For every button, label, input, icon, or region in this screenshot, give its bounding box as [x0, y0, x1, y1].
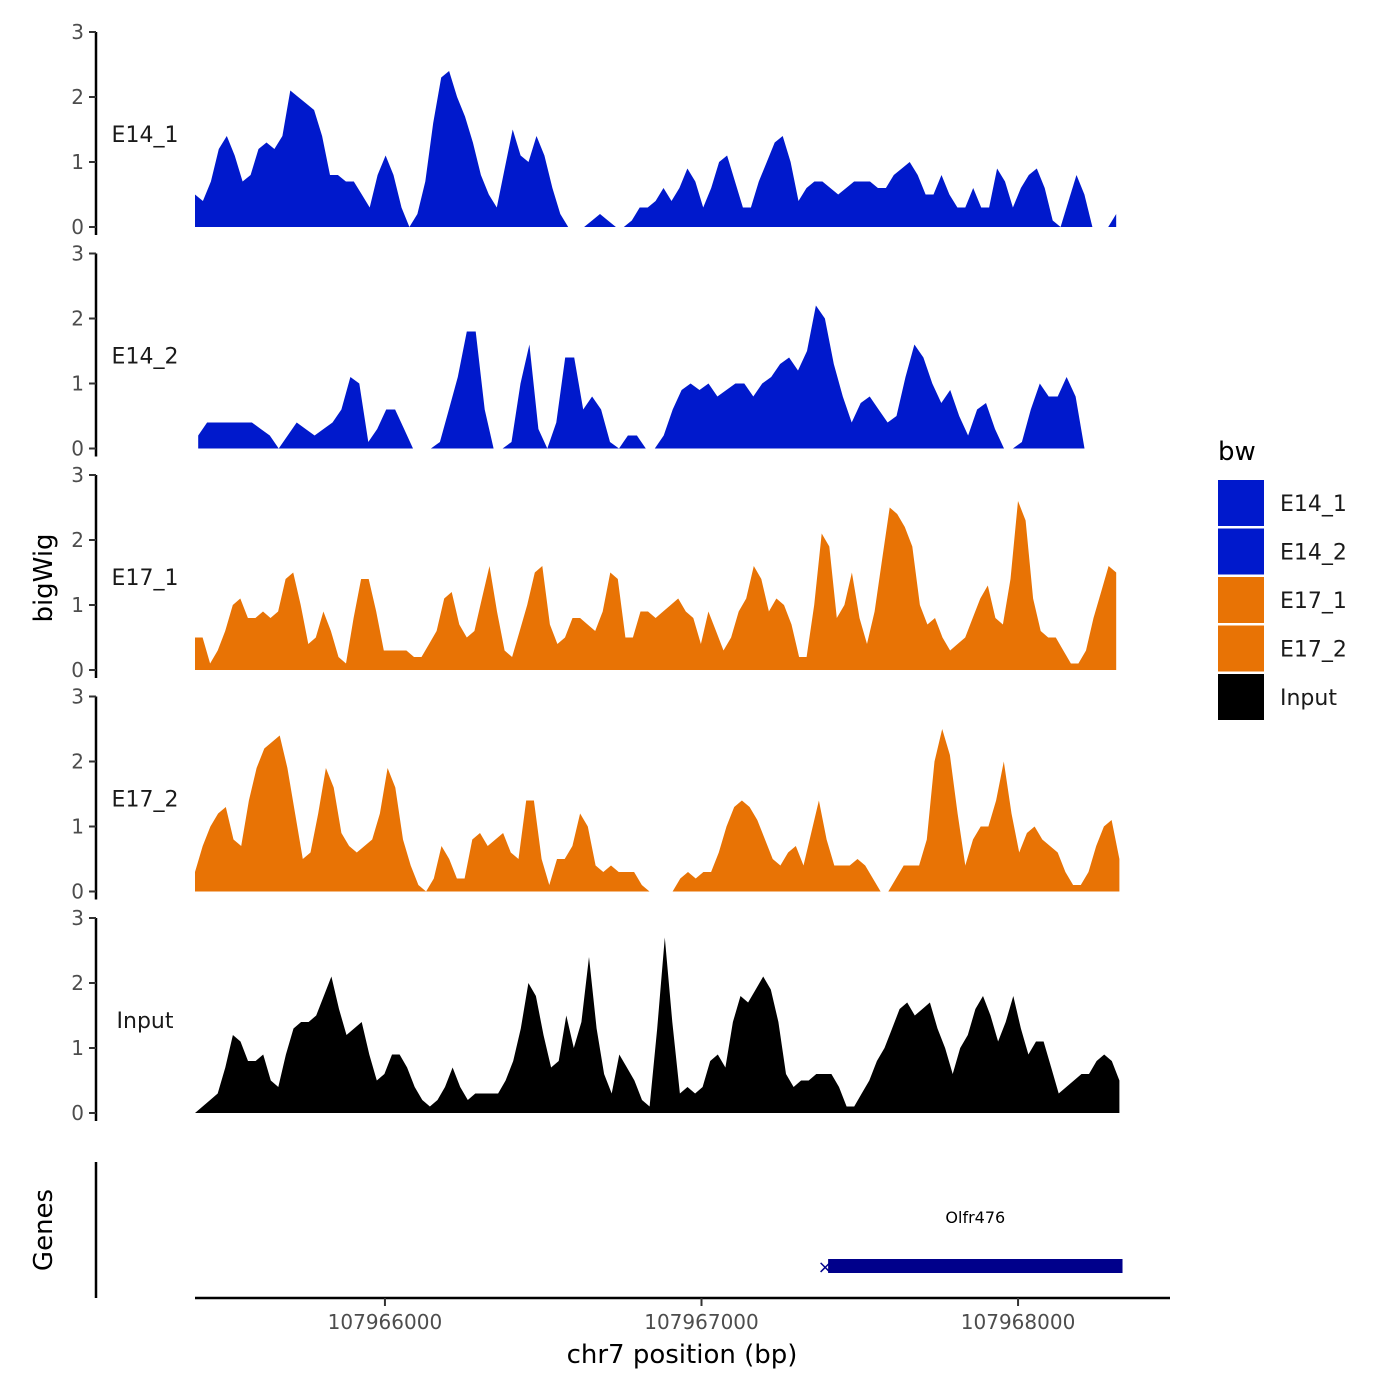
track-label-E14_2: E14_2 [112, 345, 179, 370]
x-axis: 107966000 107967000 107968000 [195, 1296, 1170, 1334]
track-panel-Input: 0 1 2 3 Input [71, 906, 1120, 1125]
y-tick-label: 1 [71, 815, 84, 839]
y-tick-label: 0 [71, 880, 84, 904]
signal-area-E14_2 [654, 305, 1004, 449]
signal-area-E17_2 [426, 800, 650, 892]
track-label-E17_1: E17_1 [112, 566, 179, 591]
signal-area-E14_2 [198, 422, 279, 449]
y-tick-label: 2 [71, 85, 84, 109]
legend-label-Input: Input [1280, 686, 1337, 711]
genes-axis-title: Genes [29, 1189, 59, 1271]
gene-track-panel: Genes Olfr476 × [29, 1162, 1123, 1298]
y-tick-label: 0 [71, 658, 84, 682]
signal-area-E14_1 [1060, 175, 1093, 227]
y-tick-label: 1 [71, 372, 84, 396]
y-tick-label: 1 [71, 1036, 84, 1060]
x-tick-label: 107968000 [961, 1310, 1076, 1334]
signal-area-E14_2 [502, 344, 548, 449]
strand-arrow-icon: × [818, 1257, 833, 1278]
y-tick-label: 2 [71, 750, 84, 774]
legend-label-E17_1: E17_1 [1280, 589, 1347, 614]
signal-area-E14_2 [547, 357, 619, 449]
y-tick-label: 1 [71, 593, 84, 617]
y-tick-label: 2 [71, 307, 84, 331]
track-panel-E14_1: 0 1 2 3 E14_1 [71, 20, 1117, 239]
y-tick-label: 3 [71, 685, 84, 709]
legend-swatch-E14_2 [1218, 528, 1264, 575]
y-tick-label: 0 [71, 215, 84, 239]
signal-area-E14_2 [430, 331, 494, 449]
y-tick-label: 2 [71, 528, 84, 552]
legend-label-E14_2: E14_2 [1280, 541, 1347, 566]
legend-title: bw [1218, 437, 1256, 467]
y-axis-title: bigWig [29, 533, 59, 622]
track-panel-E14_2: 0 1 2 3 E14_2 [71, 242, 1085, 461]
signal-area-E14_2 [1012, 377, 1085, 449]
y-tick-label: 3 [71, 20, 84, 44]
track-panel-E17_2: 0 1 2 3 E17_2 [71, 685, 1120, 904]
signal-area-E14_2 [619, 435, 646, 449]
y-tick-label: 0 [71, 1101, 84, 1125]
y-tick-label: 1 [71, 150, 84, 174]
legend-swatch-E17_2 [1218, 625, 1264, 672]
signal-area-E14_2 [278, 377, 413, 449]
legend-swatch-E17_1 [1218, 577, 1264, 623]
x-tick-label: 107966000 [328, 1310, 443, 1334]
signal-area-E14_1 [584, 214, 616, 227]
legend-swatch-E14_1 [1218, 480, 1264, 526]
track-panel-E17_1: 0 1 2 3 E17_1 [71, 463, 1117, 682]
track-label-E14_1: E14_1 [112, 123, 179, 148]
y-tick-label: 3 [71, 906, 84, 930]
legend: bw E14_1 E14_2 E17_1 E17_2 Input [1218, 437, 1347, 720]
signal-area-E17_1 [195, 501, 1117, 670]
signal-area-E17_2 [195, 735, 427, 892]
signal-area-E17_2 [888, 729, 1120, 892]
y-tick-label: 3 [71, 463, 84, 487]
signal-area-E14_1 [195, 90, 410, 227]
signal-area-E17_2 [672, 800, 881, 892]
track-label-Input: Input [117, 1009, 174, 1034]
y-tick-label: 3 [71, 242, 84, 266]
signal-area-E14_1 [623, 136, 1061, 227]
legend-label-E14_1: E14_1 [1280, 492, 1347, 517]
signal-tracks: 0 1 2 3 E14_1 0 1 2 3 E14_2 0 1 2 3 E17_1 0 1 2 3 E17_2 0 1 2 3… [71, 20, 1120, 1125]
track-label-E17_2: E17_2 [112, 788, 179, 813]
legend-swatch-Input [1218, 674, 1264, 720]
signal-area-Input [195, 937, 1120, 1113]
legend-label-E17_2: E17_2 [1280, 638, 1347, 663]
signal-area-E14_1 [409, 71, 569, 227]
y-tick-label: 2 [71, 971, 84, 995]
gene-label: Olfr476 [945, 1208, 1005, 1227]
gene-body [828, 1259, 1123, 1273]
signal-area-E14_1 [1108, 214, 1117, 227]
x-axis-title: chr7 position (bp) [567, 1340, 798, 1370]
y-tick-label: 0 [71, 437, 84, 461]
x-tick-label: 107967000 [644, 1310, 759, 1334]
